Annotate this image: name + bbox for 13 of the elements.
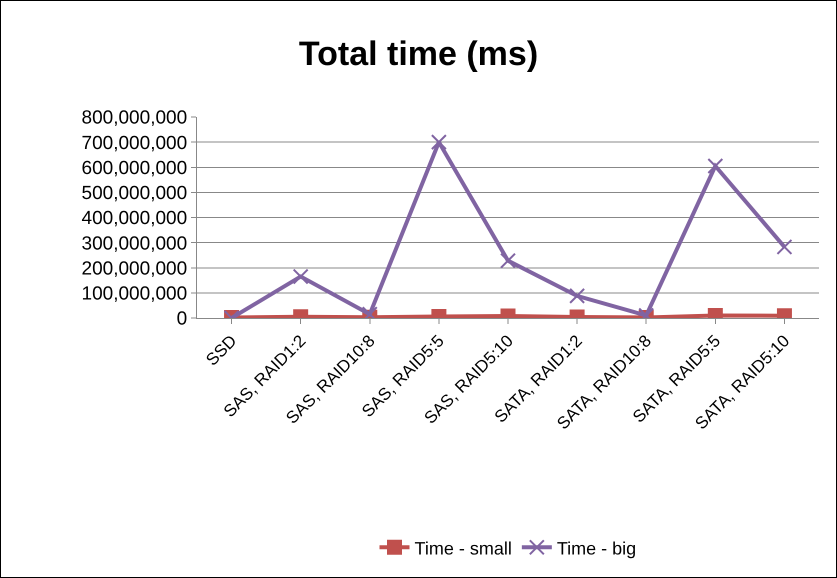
legend-label: Time - small [414, 538, 512, 558]
y-tick-label: 0 [176, 308, 188, 330]
legend-label: Time - big [556, 538, 636, 558]
y-tick-label: 800,000,000 [82, 108, 188, 129]
y-tick-label: 100,000,000 [82, 284, 188, 305]
y-tick-label: 700,000,000 [82, 132, 188, 154]
y-tick-label: 500,000,000 [82, 183, 188, 204]
y-tick-label: 300,000,000 [82, 233, 188, 254]
chart-title: Total time (ms) [298, 35, 538, 74]
y-tick-label: 600,000,000 [82, 158, 188, 179]
y-tick-label: 400,000,000 [82, 208, 188, 230]
x-tick-label: SSD [202, 331, 240, 370]
y-tick-label: 200,000,000 [82, 258, 188, 280]
